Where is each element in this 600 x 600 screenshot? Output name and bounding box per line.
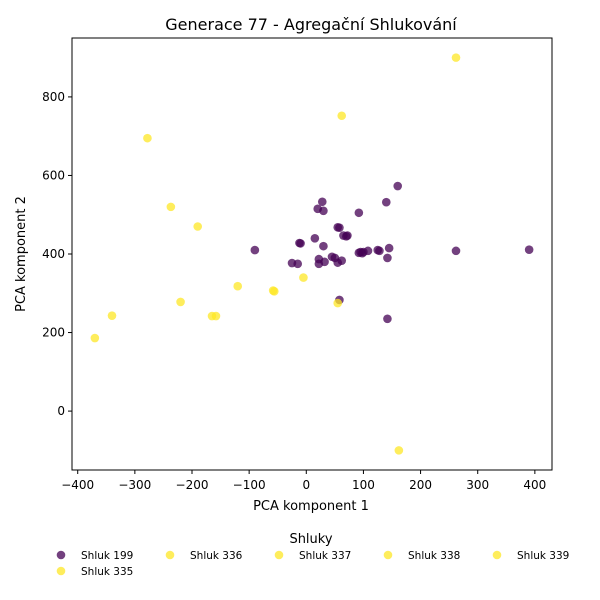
y-tick-label: 400 — [42, 247, 65, 261]
x-tick-label: 200 — [409, 478, 432, 492]
x-axis-ticks: −400 −300 −200 −100 0 100 200 300 400 — [61, 470, 546, 492]
legend: Shluk 199 Shluk 336 Shluk 337 Shluk 338 Shlu… — [56, 550, 569, 578]
y-axis-label: PCA komponent 2 — [14, 196, 29, 312]
legend-label: Shluk 339 — [517, 550, 569, 562]
x-tick-label: 300 — [466, 478, 489, 492]
scatter-point — [176, 297, 185, 307]
scatter-point — [269, 287, 279, 296]
x-tick-label: −300 — [118, 478, 151, 492]
legend-label: Shluk 199 — [81, 550, 133, 562]
scatter-point — [299, 273, 308, 282]
scatter-point — [381, 197, 391, 207]
plot-frame — [71, 37, 553, 471]
y-axis-ticks: 0 200 400 600 800 — [42, 90, 72, 418]
scatter-point — [310, 233, 320, 243]
legend-label: Shluk 337 — [299, 550, 351, 562]
scatter-point — [333, 298, 343, 308]
scatter-point — [296, 239, 305, 248]
scatter-point — [90, 333, 100, 343]
legend-marker — [274, 550, 284, 560]
scatter-point — [451, 53, 461, 62]
scatter-point — [233, 281, 243, 291]
y-tick-label: 200 — [42, 326, 65, 340]
y-tick-label: 800 — [42, 90, 65, 104]
x-tick-label: 400 — [523, 478, 546, 492]
x-tick-label: 100 — [352, 478, 375, 492]
scatter-point — [319, 206, 328, 216]
scatter-point — [337, 111, 347, 121]
x-tick-label: −100 — [233, 478, 266, 492]
x-tick-label: −400 — [61, 478, 94, 492]
scatter-point — [343, 231, 352, 240]
legend-title: Shluky — [289, 532, 332, 547]
legend-marker — [492, 550, 502, 560]
x-tick-label: 0 — [302, 478, 310, 492]
scatter-point — [143, 133, 152, 143]
scatter-point — [193, 222, 203, 231]
scatter-point — [375, 246, 384, 256]
legend-marker — [383, 550, 393, 560]
x-axis-label: PCA komponent 1 — [253, 499, 369, 514]
scatter-point — [211, 311, 221, 321]
scatter-point — [383, 314, 392, 324]
chart-title: Generace 77 - Agregační Shlukování — [165, 15, 457, 34]
legend-marker — [56, 550, 66, 560]
scatter-point — [524, 245, 534, 254]
scatter-point — [317, 197, 327, 207]
scatter-point — [383, 253, 392, 263]
scatter-point — [394, 446, 404, 455]
scatter-point — [250, 245, 260, 255]
scatter-point — [393, 181, 403, 191]
scatter-point — [319, 241, 328, 251]
legend-marker — [56, 566, 66, 576]
legend-label: Shluk 336 — [190, 550, 243, 562]
data-points — [90, 53, 534, 455]
scatter-point — [363, 246, 373, 256]
legend-label: Shluk 338 — [408, 550, 460, 562]
scatter-point — [335, 223, 344, 232]
legend-marker — [165, 550, 175, 560]
scatter-point — [384, 243, 394, 253]
scatter-point — [320, 257, 329, 267]
x-tick-label: −200 — [176, 478, 209, 492]
y-tick-label: 0 — [57, 404, 65, 418]
scatter-point — [107, 311, 117, 320]
legend-label: Shluk 335 — [81, 566, 133, 578]
scatter-point — [451, 246, 461, 256]
scatter-point — [293, 259, 303, 269]
scatter-point — [166, 202, 176, 212]
scatter-point — [354, 208, 364, 218]
y-tick-label: 600 — [42, 168, 65, 182]
scatter-point — [337, 256, 347, 265]
